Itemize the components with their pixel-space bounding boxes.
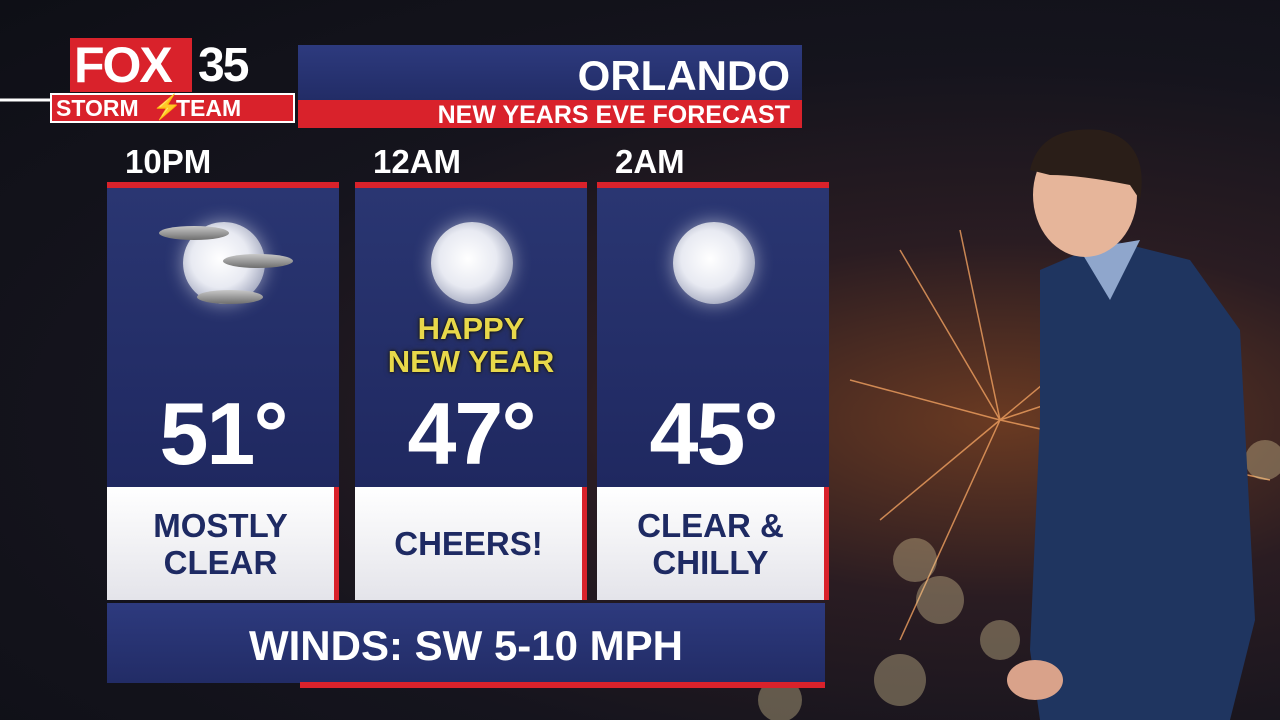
temperature: 51°: [159, 384, 288, 483]
column-time: 2AM: [615, 143, 685, 180]
column-rule: [355, 182, 587, 188]
condition-line: MOSTLY: [153, 506, 288, 544]
new-year-overlay: HAPPY NEW YEAR: [355, 312, 587, 378]
condition-line: CLEAR &: [637, 506, 784, 544]
condition-line: CHEERS!: [394, 525, 543, 562]
subtitle-bar: [298, 100, 802, 128]
winds-bar: [107, 603, 825, 683]
team-right: TEAM: [176, 95, 242, 121]
winds-text: WINDS: SW 5-10 MPH: [248, 622, 684, 669]
temperature: 47°: [407, 384, 536, 483]
forecast-column: 12AM HAPPY NEW YEAR 47° CHEERS!: [355, 140, 587, 600]
logo-brand: FOX: [74, 37, 173, 93]
column-time: 12AM: [373, 143, 462, 180]
cloud-icon: [159, 226, 229, 240]
column-rule: [597, 182, 829, 188]
moon-icon: [431, 222, 513, 304]
presenter: [1007, 129, 1255, 720]
condition-box: CLEAR & CHILLY: [597, 487, 829, 600]
team-box: [50, 93, 295, 123]
column-time: 10PM: [125, 143, 212, 180]
condition-line: CLEAR: [163, 543, 278, 581]
condition-box: CHEERS!: [355, 487, 587, 600]
moon-icon: [673, 222, 755, 304]
overlay-line: NEW YEAR: [387, 344, 555, 379]
logo-channel: 35: [198, 39, 249, 92]
header-title: ORLANDO: [577, 52, 790, 99]
overlay-line: HAPPY: [417, 311, 525, 346]
winds-line: [300, 682, 825, 688]
team-left: STORM: [56, 95, 139, 121]
header-bar: [298, 45, 802, 101]
forecast-column: 10PM 51° MOSTLY CLEAR: [107, 140, 339, 600]
logo-box: [70, 38, 192, 92]
cloud-icon: [197, 290, 263, 304]
condition-line: CHILLY: [652, 543, 769, 581]
bolt: ⚡: [152, 94, 182, 121]
cloud-icon: [223, 254, 293, 268]
column-rule: [107, 182, 339, 188]
temperature: 45°: [649, 384, 778, 483]
forecast-column: 2AM 45° CLEAR & CHILLY: [597, 140, 829, 600]
header-subtitle: NEW YEARS EVE FORECAST: [437, 101, 790, 129]
condition-box: MOSTLY CLEAR: [107, 487, 339, 600]
